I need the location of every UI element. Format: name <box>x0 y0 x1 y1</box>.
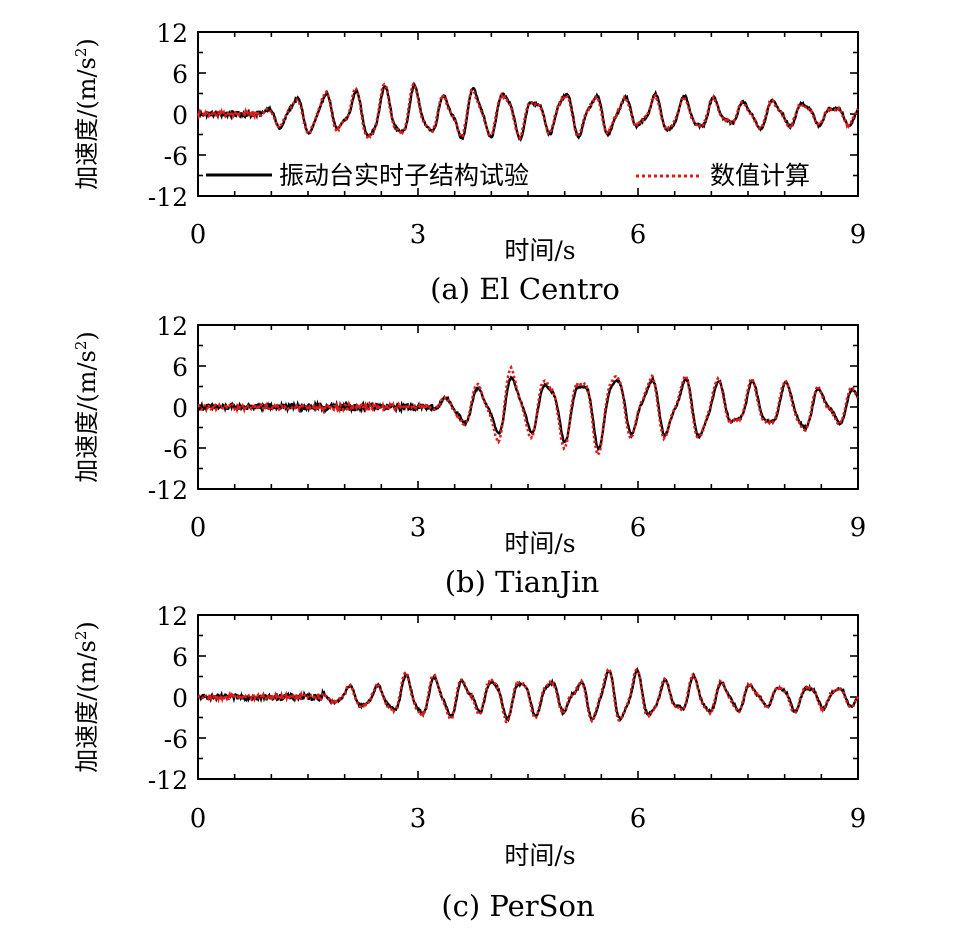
panel-caption: (a) El Centro <box>430 272 620 306</box>
panel-caption: (b) TianJin <box>445 565 600 599</box>
y-tick-label: 12 <box>156 602 188 631</box>
panel-person: 12 6 0 -6 -12 0 3 6 9 加速度/(m/s2) 时间/s (c… <box>72 602 866 923</box>
x-tick-labels: 0 3 6 9 <box>190 804 867 834</box>
plot-area <box>196 324 860 490</box>
x-tick-label: 9 <box>850 804 867 834</box>
y-tick-label: -12 <box>148 183 188 212</box>
y-tick-label: 6 <box>172 60 188 89</box>
x-tick-label: 3 <box>410 513 427 543</box>
x-tick-label: 6 <box>630 513 647 543</box>
y-tick-label: -12 <box>148 476 188 505</box>
legend-label-numerical: 数值计算 <box>710 161 810 190</box>
x-tick-label: 3 <box>410 220 427 250</box>
y-tick-label: -6 <box>164 435 188 464</box>
y-axis-label: 加速度/(m/s2) <box>72 621 101 773</box>
y-tick-label: -12 <box>148 766 188 795</box>
y-tick-labels: 12 6 0 -6 -12 <box>148 19 188 212</box>
y-tick-label: -6 <box>164 725 188 754</box>
plot-area <box>197 614 860 780</box>
y-tick-label: 12 <box>156 19 188 48</box>
y-tick-label: 6 <box>172 353 188 382</box>
y-axis-label: 加速度/(m/s2) <box>72 38 101 190</box>
x-tick-label: 0 <box>190 804 207 834</box>
experiment-series-line <box>196 82 859 143</box>
x-tick-label: 9 <box>850 513 867 543</box>
x-tick-label: 0 <box>190 220 207 250</box>
y-tick-label: 0 <box>172 394 188 423</box>
x-tick-labels: 0 3 6 9 <box>190 220 867 250</box>
experiment-series-line <box>196 374 860 452</box>
y-tick-labels: 12 6 0 -6 -12 <box>148 312 188 505</box>
x-tick-label: 6 <box>630 804 647 834</box>
y-tick-label: 12 <box>156 312 188 341</box>
x-axis-label: 时间/s <box>504 529 575 558</box>
y-tick-label: -6 <box>164 142 188 171</box>
numerical-series-line <box>196 81 860 142</box>
tick-marks <box>197 614 859 780</box>
x-tick-label: 6 <box>630 220 647 250</box>
tick-marks <box>197 324 859 490</box>
legend: 振动台实时子结构试验 数值计算 <box>206 161 810 190</box>
y-tick-label: 6 <box>172 643 188 672</box>
x-tick-label: 9 <box>850 220 867 250</box>
numerical-series-line <box>197 364 859 458</box>
y-axis-label: 加速度/(m/s2) <box>72 331 101 483</box>
y-tick-label: 0 <box>172 684 188 713</box>
legend-label-experiment: 振动台实时子结构试验 <box>279 161 529 190</box>
panel-caption: (c) PerSon <box>441 889 594 923</box>
x-axis-label: 时间/s <box>504 236 575 265</box>
x-tick-label: 0 <box>190 513 207 543</box>
x-tick-labels: 0 3 6 9 <box>190 513 867 543</box>
numerical-series-line <box>197 666 860 724</box>
panel-tianjin: 12 6 0 -6 -12 0 3 6 9 加速度/(m/s2) 时间/s (b… <box>72 312 866 599</box>
y-tick-label: 0 <box>172 101 188 130</box>
panel-el-centro: 12 6 0 -6 -12 0 3 6 9 加速度/(m/s2) 时间/s (a… <box>72 19 866 306</box>
x-axis-label: 时间/s <box>504 841 575 870</box>
plot-area <box>196 31 860 197</box>
tick-marks <box>197 31 859 197</box>
x-tick-label: 3 <box>410 804 427 834</box>
y-tick-labels: 12 6 0 -6 -12 <box>148 602 188 795</box>
